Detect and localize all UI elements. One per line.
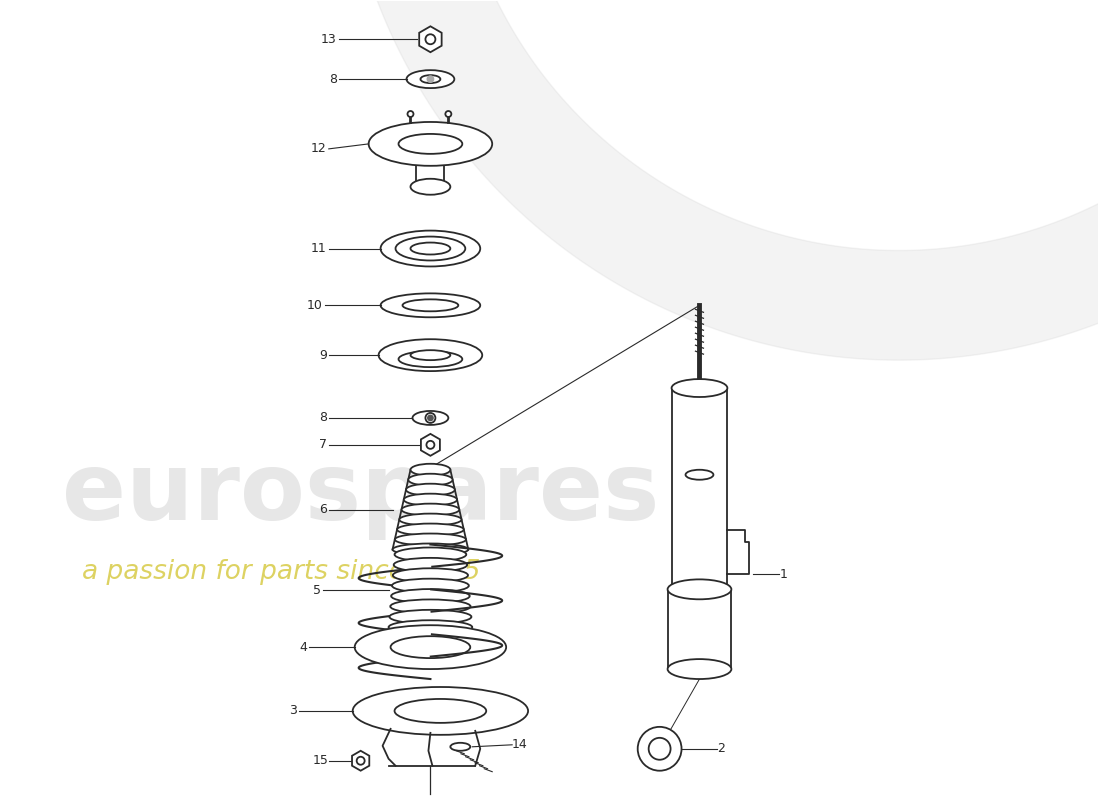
Ellipse shape — [407, 70, 454, 88]
Ellipse shape — [390, 636, 471, 658]
Circle shape — [407, 111, 414, 117]
Text: 14: 14 — [513, 738, 528, 751]
Ellipse shape — [398, 134, 462, 154]
Ellipse shape — [668, 659, 732, 679]
Circle shape — [356, 757, 364, 765]
Circle shape — [428, 415, 433, 421]
Text: 13: 13 — [321, 33, 337, 46]
Ellipse shape — [403, 299, 459, 311]
Text: 1: 1 — [779, 568, 788, 581]
Text: 3: 3 — [289, 705, 297, 718]
Text: 10: 10 — [307, 299, 322, 312]
Ellipse shape — [354, 626, 506, 669]
Text: 4: 4 — [299, 641, 307, 654]
Ellipse shape — [410, 178, 450, 194]
Polygon shape — [352, 750, 370, 770]
Ellipse shape — [420, 75, 440, 83]
Ellipse shape — [381, 230, 481, 266]
Polygon shape — [421, 434, 440, 456]
Ellipse shape — [368, 122, 492, 166]
Ellipse shape — [389, 610, 472, 624]
Text: 12: 12 — [311, 142, 327, 155]
Text: 8: 8 — [319, 411, 327, 425]
Ellipse shape — [394, 558, 468, 572]
Ellipse shape — [404, 494, 458, 506]
Ellipse shape — [672, 379, 727, 397]
Circle shape — [427, 441, 434, 449]
Ellipse shape — [395, 547, 466, 562]
Ellipse shape — [392, 589, 470, 603]
Ellipse shape — [353, 687, 528, 735]
Circle shape — [649, 738, 671, 760]
Ellipse shape — [392, 578, 469, 593]
Ellipse shape — [450, 743, 471, 750]
Circle shape — [426, 413, 436, 423]
Ellipse shape — [672, 580, 727, 598]
Ellipse shape — [668, 579, 732, 599]
Ellipse shape — [410, 242, 450, 254]
Text: 9: 9 — [319, 349, 327, 362]
Text: eurospares: eurospares — [62, 447, 659, 539]
Ellipse shape — [397, 523, 464, 535]
Text: 2: 2 — [717, 742, 725, 755]
Ellipse shape — [399, 514, 462, 526]
Text: 8: 8 — [329, 73, 337, 86]
Ellipse shape — [412, 411, 449, 425]
Ellipse shape — [388, 620, 472, 634]
Ellipse shape — [390, 599, 471, 614]
Ellipse shape — [393, 543, 469, 555]
Circle shape — [426, 34, 436, 44]
Ellipse shape — [381, 294, 481, 318]
Ellipse shape — [410, 464, 450, 476]
Text: 15: 15 — [312, 754, 329, 767]
Text: a passion for parts since 1985: a passion for parts since 1985 — [81, 559, 480, 586]
Text: 7: 7 — [319, 438, 327, 451]
Text: 11: 11 — [311, 242, 327, 255]
Ellipse shape — [398, 351, 462, 367]
Ellipse shape — [402, 504, 460, 515]
Ellipse shape — [393, 568, 468, 582]
Ellipse shape — [685, 470, 714, 480]
Text: 6: 6 — [319, 503, 327, 516]
Text: 5: 5 — [312, 584, 321, 597]
Circle shape — [446, 111, 451, 117]
Ellipse shape — [395, 699, 486, 723]
Ellipse shape — [693, 383, 706, 393]
Polygon shape — [419, 26, 441, 52]
Polygon shape — [368, 0, 1100, 360]
Ellipse shape — [378, 339, 482, 371]
Ellipse shape — [396, 237, 465, 261]
Ellipse shape — [408, 474, 452, 486]
Ellipse shape — [395, 534, 466, 546]
Circle shape — [428, 76, 433, 82]
Ellipse shape — [406, 484, 454, 496]
Circle shape — [638, 727, 682, 770]
Ellipse shape — [410, 350, 450, 360]
